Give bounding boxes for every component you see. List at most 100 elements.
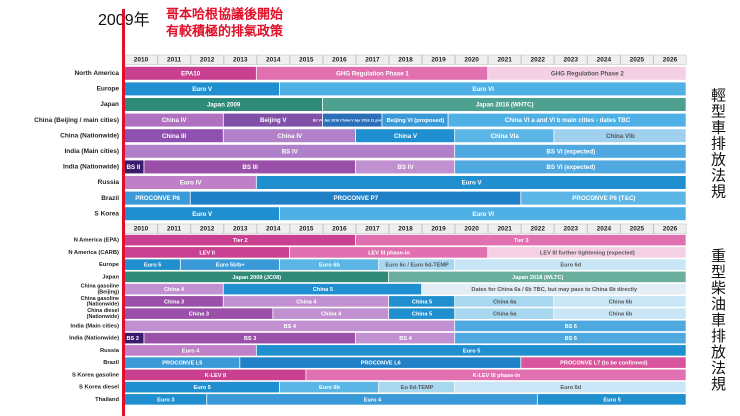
regulation-bar [388, 271, 686, 283]
bar-label: K-LEV III phase-in [473, 373, 521, 379]
bar-label: Euro 4 [182, 348, 200, 354]
regulation-bar [322, 113, 382, 127]
row-label: Europe [97, 86, 120, 93]
bar-label: LEV III further tightening (expected) [540, 250, 635, 256]
year-cell [256, 223, 290, 234]
row-label: Russia [98, 179, 120, 186]
bar-label: China 6b [609, 299, 633, 305]
bar-label: LEV II [199, 250, 215, 256]
year-label: 2016 [332, 226, 347, 233]
bar-label: BS IV [282, 148, 299, 155]
year-cell [289, 223, 323, 234]
year-label: 2024 [597, 226, 612, 233]
year-label: 2012 [200, 226, 215, 233]
regulation-bar [223, 296, 389, 307]
regulation-bar [455, 296, 554, 307]
row-label: S Korea gasoline [72, 372, 120, 378]
bar-label: China V [394, 133, 418, 140]
bar-label: LEV III phase-in [368, 250, 410, 256]
regulation-bar [124, 381, 280, 393]
bar-label: BS 4 [284, 324, 297, 330]
regulation-bar [144, 332, 356, 344]
year-label: 2011 [167, 57, 181, 64]
regulation-bar [448, 113, 686, 127]
regulation-bar [124, 191, 190, 205]
bar-label: China 5 [412, 312, 432, 318]
year-label: 2022 [531, 226, 546, 233]
bar-label: BS 2 [127, 336, 139, 342]
regulation-bar [379, 259, 455, 270]
bar-label: China 4 [321, 312, 342, 318]
bar-label: BS III [242, 164, 258, 171]
regulation-bar [124, 129, 223, 143]
regulation-bar [124, 296, 223, 307]
regulation-bar [537, 394, 686, 405]
bar-label: Euro 4 [364, 397, 382, 403]
bar-label: GHG Regulation Phase 1 [336, 70, 409, 77]
year-label: 2013 [233, 226, 248, 233]
year-label: 2017 [365, 57, 380, 64]
year-cell [554, 54, 588, 65]
row-label: China (Beijing / main cities) [34, 117, 119, 124]
year-cell [488, 54, 522, 65]
regulation-bar [455, 144, 686, 158]
bar-label: Euro 5 [144, 263, 161, 269]
regulation-bar [455, 308, 554, 319]
bar-label: China 6b [609, 312, 633, 318]
row-label: Russia [100, 348, 120, 354]
regulation-bar [124, 357, 240, 368]
bar-label: BS IV [397, 164, 414, 171]
year-label: 2022 [531, 57, 546, 64]
regulation-bar [180, 259, 280, 270]
row-label: N America (EPA) [74, 238, 119, 244]
regulation-bar [388, 308, 455, 319]
bar-label: Euro 5 [463, 348, 480, 354]
row-label: S Korea [94, 210, 119, 217]
row-label: North America [74, 70, 119, 77]
year-label: 2026 [663, 57, 678, 64]
year-label: 2020 [464, 57, 479, 64]
bar-label: Euro 6d [560, 263, 581, 269]
regulation-bar [124, 271, 389, 283]
regulation-bar [521, 357, 686, 368]
regulation-bar [124, 98, 323, 111]
regulation-bar [455, 320, 686, 332]
regulation-bar [124, 259, 180, 270]
bar-label: China 6a [493, 299, 517, 305]
regulation-bar [455, 381, 686, 393]
row-label: S Korea diesel [79, 385, 119, 391]
bar-label: Euro 5b/b+ [216, 263, 246, 269]
year-label: 2019 [431, 226, 446, 233]
bar-label: China VI a and VI b main cities - dates … [505, 117, 631, 124]
row-label: (Nationwide) [87, 314, 120, 320]
year-cell [653, 223, 687, 234]
bar-label: Euro 6d [560, 385, 581, 391]
year-cell [322, 54, 356, 65]
bar-label: Euro 6b [319, 385, 340, 391]
row-label: India (Nationwide) [63, 164, 119, 171]
year-cell [190, 54, 224, 65]
bar-label: PROCONVE L6 [361, 361, 401, 367]
regulation-bar [124, 283, 223, 295]
year-label: 2015 [299, 57, 314, 64]
regulation-bar [124, 345, 256, 356]
regulation-bar [124, 82, 280, 96]
row-label: N America (CARB) [68, 250, 119, 256]
bar-label: Euro 3 [157, 397, 174, 403]
bar-label: China 3 [189, 312, 209, 318]
bar-label: China VIa [491, 133, 520, 140]
regulation-bar [124, 113, 223, 127]
year-label: 2010 [134, 226, 149, 233]
bar-label: Beijing VI (proposed) [387, 118, 445, 124]
bar-label: PROCONVE L7 (to be confirmed) [560, 361, 647, 367]
bar-label: China 4 [164, 287, 185, 293]
bar-label: China 5 [412, 299, 432, 305]
year-label: 2024 [597, 57, 612, 64]
bar-label: Euro V [192, 86, 213, 93]
regulation-bar [124, 369, 306, 381]
timeline: 2010 2011 2012 2013 2014 2015 2016 2017 2018 2019… [34, 54, 726, 405]
regulation-bar [379, 381, 455, 393]
side-label: 輕型車排放法規 [709, 88, 726, 200]
regulation-bar [124, 234, 356, 246]
